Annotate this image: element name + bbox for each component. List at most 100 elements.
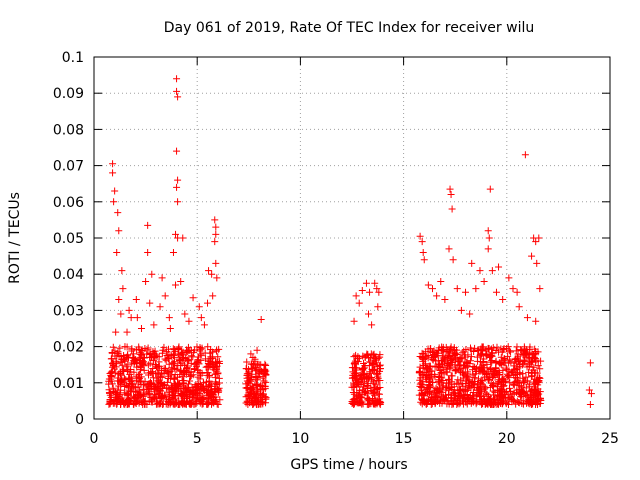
data-point bbox=[513, 288, 521, 296]
data-point bbox=[447, 343, 455, 351]
data-point bbox=[448, 205, 456, 213]
data-point bbox=[502, 399, 510, 407]
data-point bbox=[174, 176, 182, 184]
data-point bbox=[470, 374, 478, 382]
data-point bbox=[211, 370, 219, 378]
data-point bbox=[530, 363, 538, 371]
data-point bbox=[117, 378, 125, 386]
data-point bbox=[485, 234, 493, 242]
data-point bbox=[246, 399, 254, 407]
data-point bbox=[172, 230, 180, 238]
data-point bbox=[526, 355, 534, 363]
data-point bbox=[467, 357, 475, 365]
data-point bbox=[419, 248, 427, 256]
data-point bbox=[465, 394, 473, 402]
data-point bbox=[492, 346, 500, 354]
data-point bbox=[204, 359, 212, 367]
data-point bbox=[257, 385, 265, 393]
data-point bbox=[442, 368, 450, 376]
data-point bbox=[177, 277, 185, 285]
data-point bbox=[428, 285, 436, 293]
data-point bbox=[132, 296, 140, 304]
data-point bbox=[356, 398, 364, 406]
data-point bbox=[495, 400, 503, 408]
y-tick-label: 0.1 bbox=[62, 50, 84, 66]
data-point bbox=[174, 361, 182, 369]
data-point bbox=[124, 366, 132, 374]
data-point bbox=[141, 377, 149, 385]
data-point bbox=[442, 383, 450, 391]
data-point bbox=[137, 390, 145, 398]
data-point bbox=[120, 398, 128, 406]
data-point bbox=[212, 259, 220, 267]
data-point bbox=[534, 348, 542, 356]
data-point bbox=[456, 353, 464, 361]
data-point bbox=[475, 347, 483, 355]
data-point bbox=[525, 382, 533, 390]
data-point bbox=[349, 368, 357, 376]
data-point bbox=[424, 345, 432, 353]
data-point bbox=[461, 364, 469, 372]
data-point bbox=[122, 363, 130, 371]
data-point bbox=[420, 396, 428, 404]
data-point bbox=[514, 364, 522, 372]
data-point bbox=[117, 371, 125, 379]
data-point bbox=[457, 306, 465, 314]
data-point bbox=[528, 252, 536, 260]
data-point bbox=[184, 388, 192, 396]
data-point bbox=[418, 238, 426, 246]
x-tick-label: 20 bbox=[498, 431, 516, 447]
data-point bbox=[193, 358, 201, 366]
data-point bbox=[137, 353, 145, 361]
data-point bbox=[442, 394, 450, 402]
data-point bbox=[521, 357, 529, 365]
data-point bbox=[359, 400, 367, 408]
data-point bbox=[350, 317, 358, 325]
data-point bbox=[122, 381, 130, 389]
data-point bbox=[431, 399, 439, 407]
data-point bbox=[446, 364, 454, 372]
data-point bbox=[196, 368, 204, 376]
data-point bbox=[212, 374, 220, 382]
data-point bbox=[477, 351, 485, 359]
data-point bbox=[428, 367, 436, 375]
data-point bbox=[527, 358, 535, 366]
data-point bbox=[143, 382, 151, 390]
data-point bbox=[177, 399, 185, 407]
data-point bbox=[486, 396, 494, 404]
data-point bbox=[145, 371, 153, 379]
data-point bbox=[108, 363, 116, 371]
data-point bbox=[242, 384, 250, 392]
data-point bbox=[249, 384, 257, 392]
data-point bbox=[184, 348, 192, 356]
data-point bbox=[174, 93, 182, 101]
data-point bbox=[504, 372, 512, 380]
y-tick-label: 0.04 bbox=[53, 267, 84, 283]
data-point bbox=[372, 356, 380, 364]
data-point bbox=[490, 371, 498, 379]
data-point bbox=[486, 185, 494, 193]
data-point bbox=[127, 314, 135, 322]
data-point bbox=[109, 169, 117, 177]
x-tick-label: 25 bbox=[601, 431, 619, 447]
data-point bbox=[111, 347, 119, 355]
data-point bbox=[197, 314, 205, 322]
data-point bbox=[143, 350, 151, 358]
data-point bbox=[349, 399, 357, 407]
data-point bbox=[462, 288, 470, 296]
data-point bbox=[211, 238, 219, 246]
data-point bbox=[586, 401, 594, 409]
data-point bbox=[496, 360, 504, 368]
data-point bbox=[106, 389, 114, 397]
data-point bbox=[105, 400, 113, 408]
data-point bbox=[135, 345, 143, 353]
data-point bbox=[451, 361, 459, 369]
data-point bbox=[146, 349, 154, 357]
data-point bbox=[140, 381, 148, 389]
data-point bbox=[534, 362, 542, 370]
data-point bbox=[522, 384, 530, 392]
data-point bbox=[586, 359, 594, 367]
data-point bbox=[115, 382, 123, 390]
data-point bbox=[174, 346, 182, 354]
data-point bbox=[194, 385, 202, 393]
